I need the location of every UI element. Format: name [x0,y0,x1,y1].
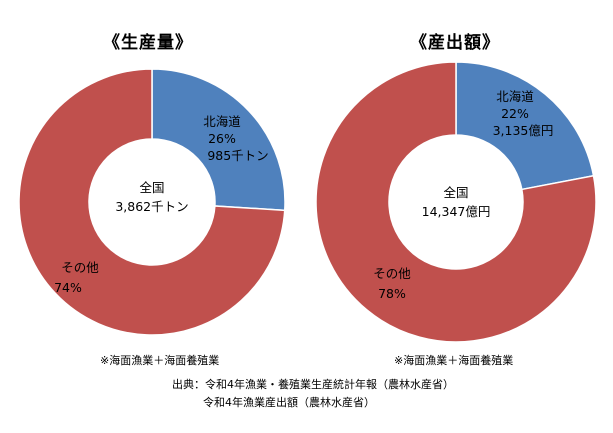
slice-label-hokkaido-value: 985千トン [207,148,268,163]
chart-title-output-value: 《産出額》 [410,33,500,53]
slice-label-other-name: その他 [373,266,411,281]
slice-other [18,68,286,336]
center-label-region: 全国 [139,180,164,195]
chart-title-production: 《生産量》 [103,33,193,53]
source-citation: 出典：令和4年漁業・養殖業生産統計年報（農林水産省） 令和4年漁業産出額（農林水… [172,376,454,412]
source-line-2: 令和4年漁業産出額（農林水産省） [203,396,375,409]
source-line-1: 出典：令和4年漁業・養殖業生産統計年報（農林水産省） [172,378,454,391]
slice-label-hokkaido-percent: 26% [208,131,236,146]
chart-note-output-value: ※海面漁業＋海面養殖業 [394,354,514,367]
slice-label-hokkaido-percent: 22% [501,106,529,121]
slice-label-other-percent: 74% [54,280,82,295]
slice-hokkaido [455,61,595,191]
center-label-region: 全国 [443,185,468,200]
slice-label-hokkaido-value: 3,135億円 [493,123,554,138]
slice-label-hokkaido-name: 北海道 [496,89,534,104]
center-label-total: 3,862千トン [115,199,188,214]
slice-hokkaido [151,68,286,212]
slice-label-other-name: その他 [61,260,99,275]
center-label-total: 14,347億円 [422,204,491,219]
slice-label-hokkaido-name: 北海道 [203,114,241,129]
slice-label-other-percent: 78% [378,286,406,301]
slice-other [315,61,597,343]
chart-note-production: ※海面漁業＋海面養殖業 [100,354,220,367]
